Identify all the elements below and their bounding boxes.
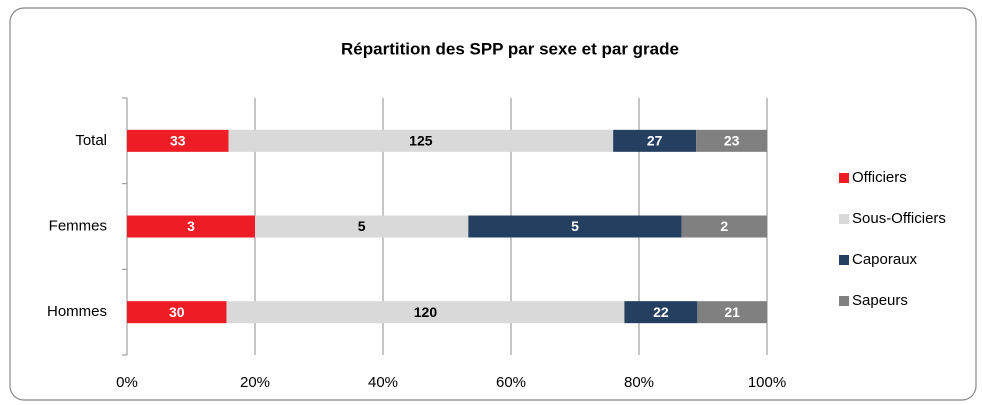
legend-swatch bbox=[839, 255, 849, 265]
x-tick-label: 40% bbox=[368, 374, 398, 391]
bar-segment bbox=[696, 129, 767, 152]
bar-value-label: 21 bbox=[724, 304, 740, 320]
x-tick-label: 0% bbox=[116, 374, 138, 391]
bar-value-label: 125 bbox=[409, 133, 433, 149]
legend-swatch bbox=[839, 296, 849, 306]
x-tick-label: 60% bbox=[496, 374, 526, 391]
legend-label: Sapeurs bbox=[852, 292, 908, 309]
bar-value-label: 120 bbox=[414, 304, 438, 320]
bar-segment bbox=[127, 215, 255, 238]
bar-value-label: 33 bbox=[170, 133, 186, 149]
y-tick-label: Femmes bbox=[49, 217, 107, 234]
bar-value-label: 22 bbox=[653, 304, 669, 320]
legend-label: Officiers bbox=[852, 169, 907, 186]
bar-segment bbox=[127, 301, 227, 324]
bar-value-label: 5 bbox=[571, 218, 579, 234]
chart-title: Répartition des SPP par sexe et par grad… bbox=[341, 39, 679, 58]
bar-segment bbox=[624, 301, 698, 324]
x-tick-label: 20% bbox=[240, 374, 270, 391]
legend-swatch bbox=[839, 173, 849, 183]
x-tick-label: 100% bbox=[748, 374, 786, 391]
legend-label: Caporaux bbox=[852, 251, 918, 268]
chart-frame bbox=[9, 7, 977, 401]
bar-value-label: 27 bbox=[647, 133, 663, 149]
bar-value-label: 2 bbox=[720, 218, 728, 234]
legend-swatch bbox=[839, 214, 849, 224]
bar-value-label: 3 bbox=[187, 218, 195, 234]
bar-segment bbox=[127, 129, 229, 152]
y-tick-label: Hommes bbox=[47, 303, 107, 320]
bar-segment bbox=[697, 301, 767, 324]
bar-segment bbox=[226, 301, 625, 324]
bar-segment bbox=[228, 129, 614, 152]
bar-value-label: 30 bbox=[169, 304, 185, 320]
bar-value-label: 23 bbox=[724, 133, 740, 149]
bar-segment bbox=[255, 215, 469, 238]
bar-segment bbox=[468, 215, 682, 238]
bar-value-label: 5 bbox=[358, 218, 366, 234]
bar-segment bbox=[681, 215, 767, 238]
y-tick-label: Total bbox=[75, 132, 107, 149]
legend-label: Sous-Officiers bbox=[852, 210, 946, 227]
x-tick-label: 80% bbox=[624, 374, 654, 391]
bar-segment bbox=[613, 129, 697, 152]
